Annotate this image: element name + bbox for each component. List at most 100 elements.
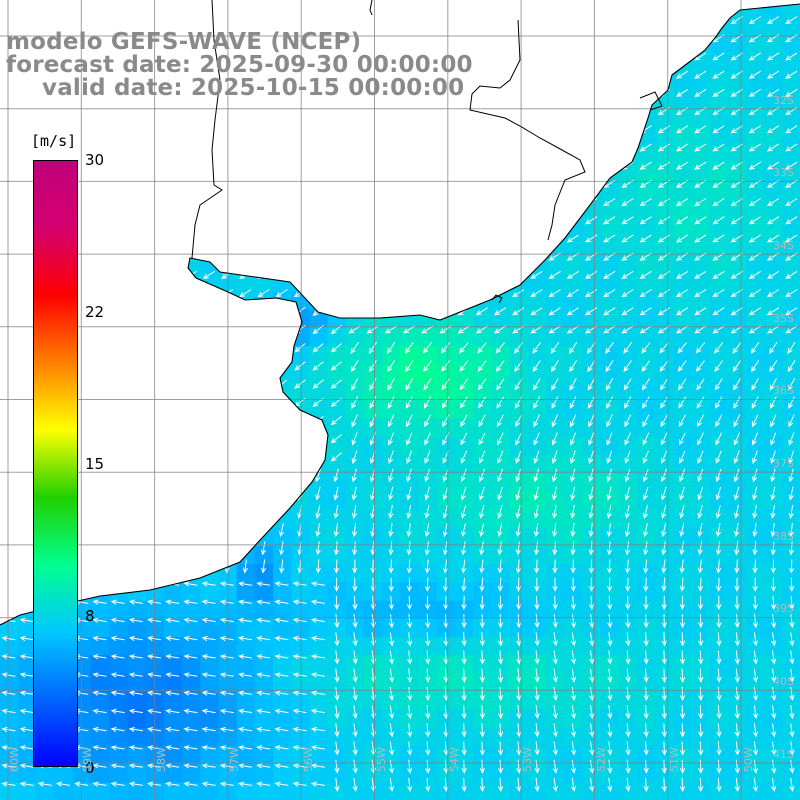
wind-cell — [345, 509, 365, 529]
wind-cell — [109, 200, 128, 219]
wind-arrow — [257, 343, 270, 353]
wind-arrow — [548, 52, 561, 61]
wind-arrow — [24, 504, 30, 519]
wind-cell — [600, 491, 620, 511]
wind-arrow — [479, 686, 485, 702]
wind-arrow — [548, 270, 561, 279]
wind-arrow — [603, 16, 616, 25]
wind-cell — [618, 655, 638, 674]
wind-cell — [273, 728, 292, 747]
wind-cell — [546, 36, 565, 56]
wind-cell — [673, 546, 693, 565]
wind-arrow — [384, 234, 397, 243]
wind-cell — [163, 327, 183, 347]
wind-arrow — [334, 668, 340, 683]
wind-arrow — [530, 125, 543, 134]
wind-arrow — [789, 759, 795, 774]
wind-arrow — [624, 541, 631, 556]
wind-arrow — [330, 289, 343, 298]
wind-arrow — [479, 486, 485, 501]
wind-cell — [564, 546, 583, 565]
wind-cell — [436, 546, 456, 565]
wind-cell — [564, 291, 583, 310]
wind-arrow — [274, 781, 289, 787]
wind-arrow — [566, 52, 579, 61]
wind-arrow — [789, 741, 795, 756]
wind-arrow — [639, 198, 652, 207]
wind-arrow — [24, 523, 30, 538]
wind-cell — [400, 200, 420, 219]
wind-cell — [200, 600, 219, 620]
wind-arrow — [366, 161, 379, 170]
wind-arrow — [551, 450, 558, 465]
wind-cell — [600, 637, 620, 656]
wind-cell — [764, 254, 784, 274]
wind-cell — [564, 436, 583, 456]
wind-arrow — [715, 468, 722, 483]
wind-arrow — [534, 614, 540, 629]
wind-arrow — [493, 16, 507, 25]
wind-cell — [600, 91, 620, 110]
wind-arrow — [387, 414, 395, 428]
wind-arrow — [274, 672, 289, 678]
wind-cell — [382, 764, 401, 784]
wind-cell — [782, 36, 800, 56]
wind-cell — [400, 764, 420, 784]
wind-cell — [236, 655, 256, 674]
wind-cell — [582, 546, 602, 565]
wind-cell — [163, 109, 183, 128]
wind-cell — [236, 400, 256, 420]
wind-cell — [236, 764, 256, 784]
wind-cell — [91, 673, 110, 693]
wind-arrow — [659, 378, 669, 391]
wind-cell — [91, 345, 110, 365]
wind-arrow — [716, 723, 722, 738]
wind-cell — [418, 382, 438, 401]
wind-cell — [254, 473, 274, 492]
wind-arrow — [675, 143, 689, 152]
wind-cell — [673, 309, 693, 329]
wind-cell — [455, 618, 474, 638]
wind-cell — [345, 418, 365, 438]
wind-cell — [109, 782, 128, 800]
wind-cell — [709, 36, 729, 56]
wind-arrow — [603, 234, 616, 243]
wind-arrow — [352, 741, 358, 756]
wind-arrow — [166, 16, 179, 25]
wind-arrow — [588, 504, 594, 519]
wind-arrow — [661, 741, 667, 756]
wind-cell — [709, 600, 729, 620]
wind-cell — [400, 400, 420, 420]
wind-arrow — [734, 723, 740, 738]
wind-cell — [254, 273, 274, 292]
wind-cell — [364, 491, 383, 511]
wind-cell — [746, 436, 765, 456]
wind-cell — [364, 655, 383, 674]
wind-cell — [327, 655, 347, 674]
wind-arrow — [294, 379, 306, 389]
wind-arrow — [570, 705, 577, 720]
wind-cell — [382, 145, 401, 165]
wind-arrow — [770, 559, 776, 574]
wind-arrow — [133, 523, 139, 538]
wind-cell — [709, 127, 729, 147]
wind-cell — [309, 345, 329, 365]
wind-arrow — [623, 342, 633, 354]
lat-label: 38S — [773, 530, 794, 543]
wind-cell — [0, 527, 19, 547]
wind-arrow — [533, 541, 540, 556]
wind-cell — [509, 127, 529, 147]
wind-arrow — [516, 632, 522, 647]
wind-arrow — [239, 198, 252, 207]
wind-cell — [582, 345, 602, 365]
wind-cell — [564, 236, 583, 256]
wind-cell — [637, 709, 656, 729]
wind-cell — [18, 782, 37, 800]
wind-arrow — [292, 635, 307, 642]
wind-cell — [491, 145, 511, 165]
wind-arrow — [712, 198, 725, 207]
wind-cell — [163, 218, 183, 238]
wind-cell — [345, 582, 365, 602]
wind-arrow — [19, 581, 34, 587]
